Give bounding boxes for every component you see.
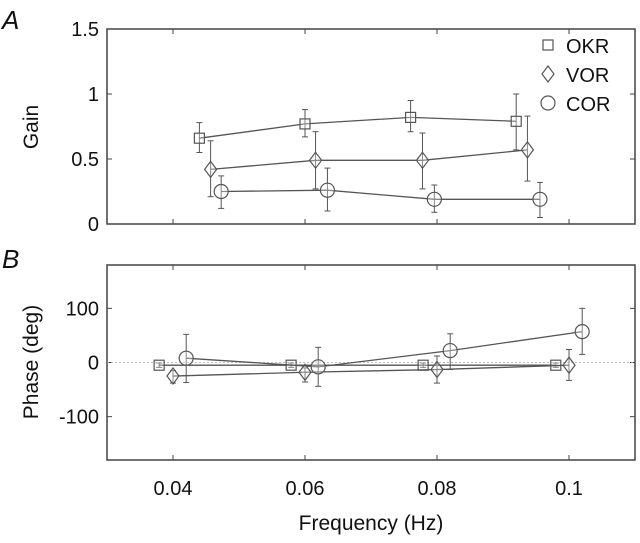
y-tick-label: 1.5 [71, 19, 99, 41]
y-axis-label-gain: Gain [20, 105, 43, 149]
data-point-circle [442, 342, 458, 359]
x-tick-label: 0.1 [555, 478, 583, 500]
data-point-square [193, 132, 205, 144]
series-line-diamond [210, 149, 528, 171]
data-point-diamond [562, 356, 576, 375]
legend-marker-okr [542, 39, 554, 51]
y-axis-label-phase: Phase (deg) [20, 305, 43, 419]
series-line-square [199, 116, 517, 139]
data-point-diamond [166, 367, 180, 386]
data-point-diamond [203, 160, 218, 179]
y-tick-label: -100 [59, 407, 99, 429]
data-point-square [153, 359, 165, 371]
x-tick-label: 0.06 [286, 478, 325, 500]
data-point-circle [213, 183, 229, 200]
axes-box-a [106, 28, 636, 225]
data-point-circle [574, 324, 590, 340]
panel-label-b: B [2, 244, 19, 274]
series-line-diamond [172, 364, 570, 377]
x-tick-label: 0.04 [154, 478, 193, 500]
data-point-square [510, 115, 522, 127]
data-point-diamond [415, 151, 430, 170]
legend-label-vor: VOR [566, 65, 609, 87]
series-line-circle [186, 330, 583, 368]
x-tick-label: 0.08 [418, 478, 457, 500]
data-point-circle [532, 191, 548, 207]
data-point-circle [319, 182, 336, 198]
data-point-diamond [298, 363, 312, 382]
data-point-diamond [308, 151, 323, 170]
series-line-circle [221, 189, 540, 200]
y-tick-label: 1 [88, 84, 99, 106]
data-point-diamond [520, 140, 535, 159]
legend-marker-vor [541, 65, 555, 83]
y-tick-label: 0 [88, 214, 99, 236]
data-point-square [299, 118, 311, 130]
y-tick-label: 0.5 [71, 149, 99, 171]
y-tick-label: 100 [66, 298, 99, 320]
panel-label-a: A [0, 5, 19, 35]
data-point-circle [310, 359, 326, 375]
legend-label-okr: OKR [566, 36, 609, 58]
data-point-square [417, 359, 429, 371]
legend-marker-cor [540, 95, 556, 111]
data-point-diamond [430, 360, 444, 379]
data-point-circle [426, 191, 442, 207]
y-tick-label: 0 [88, 353, 99, 375]
x-axis-label: Frequency (Hz) [299, 512, 444, 535]
data-point-circle [178, 350, 194, 366]
data-point-square [405, 111, 417, 124]
legend-label-cor: COR [566, 94, 610, 116]
